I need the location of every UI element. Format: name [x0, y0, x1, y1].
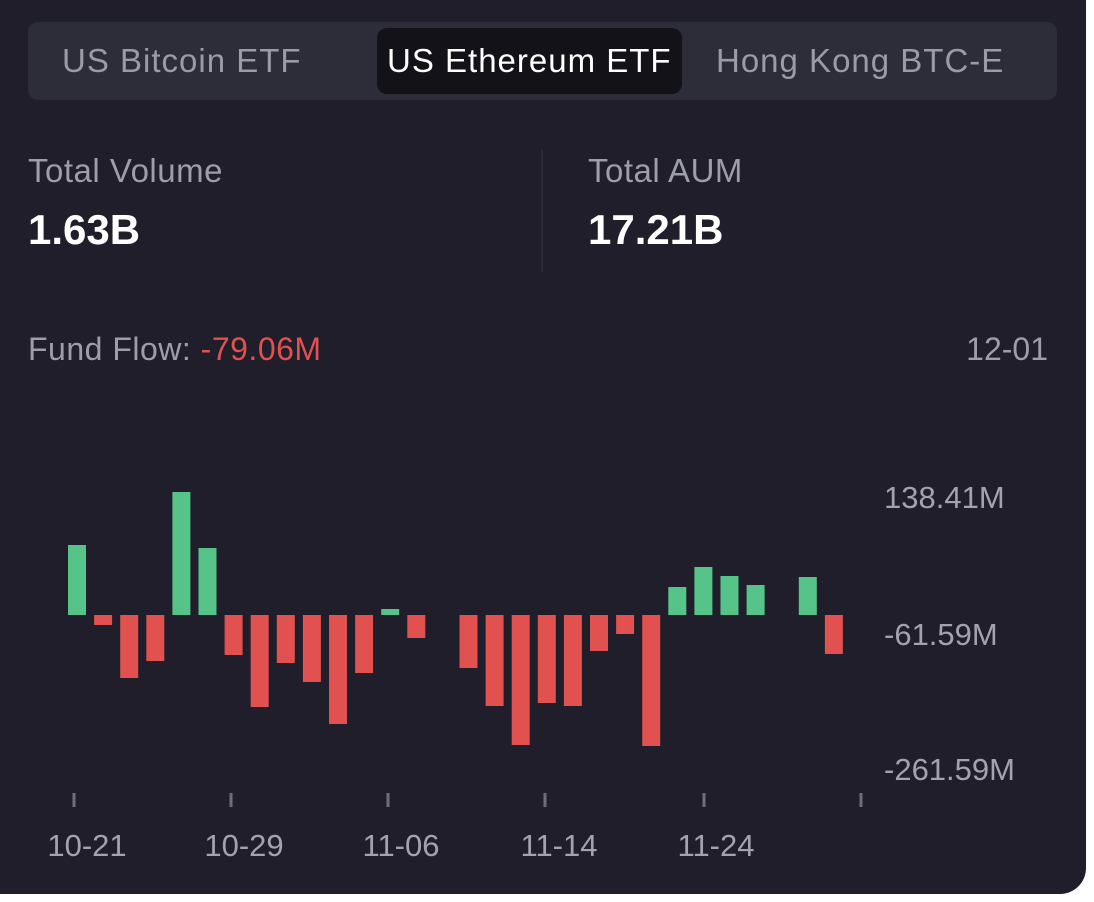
- tab-us-ethereum-etf[interactable]: US Ethereum ETF: [377, 28, 682, 94]
- bar-11-25[interactable]: [720, 576, 739, 615]
- bar-10-24[interactable]: [146, 615, 165, 661]
- total-volume-value: 1.63B: [28, 206, 141, 253]
- bar-10-21[interactable]: [68, 545, 86, 615]
- bar-11-06[interactable]: [381, 609, 400, 615]
- fund-flow-value: -79.06M: [200, 331, 322, 367]
- tab-us-bitcoin-etf[interactable]: US Bitcoin ETF: [62, 42, 302, 79]
- bar-11-21[interactable]: [668, 587, 687, 615]
- x-tick-label: 10-29: [204, 828, 283, 863]
- bar-11-20[interactable]: [642, 615, 661, 746]
- bar-10-30[interactable]: [250, 615, 269, 707]
- bar-11-22[interactable]: [694, 567, 713, 615]
- x-tick-label: 11-06: [363, 828, 440, 863]
- fund-flow-label: Fund Flow: -79.06M: [28, 331, 322, 368]
- bar-11-04[interactable]: [329, 615, 347, 724]
- x-tick-label: 11-14: [521, 828, 598, 863]
- x-tick-label: 10-21: [47, 828, 126, 863]
- bar-10-31[interactable]: [276, 615, 295, 663]
- bar-11-05[interactable]: [355, 615, 374, 673]
- tab-hong-kong-btc-etf[interactable]: Hong Kong BTC-E: [716, 42, 1005, 79]
- bar-11-15[interactable]: [563, 615, 582, 706]
- bar-11-19[interactable]: [616, 615, 635, 634]
- bar-10-29[interactable]: [224, 615, 243, 655]
- fund-flow-label-text: Fund Flow:: [28, 331, 201, 367]
- bar-11-13[interactable]: [511, 615, 530, 745]
- bar-10-25[interactable]: [172, 492, 191, 615]
- etf-tab-bar: US Bitcoin ETF US Ethereum ETF Hong Kong…: [28, 22, 1057, 100]
- bar-11-01[interactable]: [302, 615, 321, 682]
- bar-11-14[interactable]: [537, 615, 556, 703]
- fund-flow-date: 12-01: [966, 331, 1048, 367]
- bar-11-12[interactable]: [485, 615, 504, 706]
- bar-11-18[interactable]: [590, 615, 608, 651]
- bar-11-30[interactable]: [824, 615, 843, 654]
- total-aum-value: 17.21B: [588, 206, 724, 253]
- y-tick-label: -61.59M: [884, 617, 998, 652]
- bar-11-07[interactable]: [407, 615, 426, 638]
- x-tick-label: 11-24: [678, 828, 755, 863]
- bar-10-23[interactable]: [120, 615, 139, 678]
- total-volume-label: Total Volume: [28, 152, 223, 189]
- bar-10-28[interactable]: [198, 548, 217, 615]
- y-tick-label: -261.59M: [884, 752, 1015, 787]
- stats-divider: [541, 150, 543, 272]
- bar-11-26[interactable]: [746, 585, 765, 615]
- bar-10-22[interactable]: [94, 615, 113, 625]
- total-aum-label: Total AUM: [588, 152, 743, 189]
- y-tick-label: 138.41M: [884, 480, 1005, 515]
- bar-11-29[interactable]: [798, 577, 817, 615]
- bar-11-11[interactable]: [459, 615, 478, 668]
